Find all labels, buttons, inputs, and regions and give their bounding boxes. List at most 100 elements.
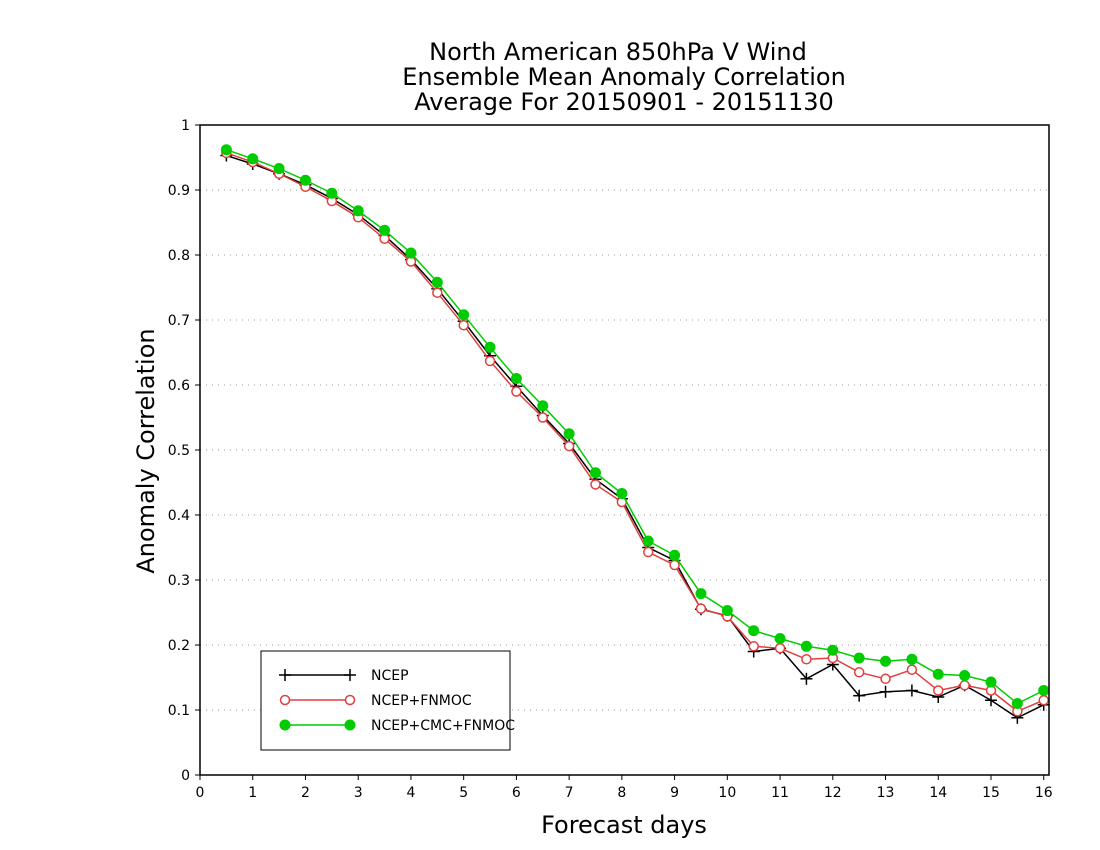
legend-marker-ncep-fnmoc — [279, 694, 291, 706]
data-point-ncep-cmc-fnmoc — [774, 633, 786, 644]
data-point-ncep-cmc-fnmoc — [326, 187, 338, 199]
grid-lines — [200, 189, 1049, 711]
series-ncep — [220, 149, 1050, 724]
legend-entry-ncep-fnmoc: NCEP+FNMOC — [279, 693, 472, 709]
x-tick-label: 10 — [718, 785, 736, 801]
data-point-ncep-fnmoc — [695, 603, 707, 614]
legend-label-ncep-fnmoc: NCEP+FNMOC — [371, 693, 472, 709]
data-point-ncep-fnmoc — [801, 654, 812, 665]
y-tick-label: 0.7 — [168, 313, 190, 329]
data-point-ncep-fnmoc — [484, 355, 496, 367]
data-point-ncep-cmc-fnmoc — [431, 276, 443, 288]
data-point-ncep-fnmoc — [432, 287, 443, 298]
legend-marker-ncep-fnmoc-start — [279, 694, 291, 706]
legend-entry-ncep: NCEP — [279, 668, 409, 684]
x-tick-label: 15 — [982, 785, 1000, 801]
data-point-ncep-cmc-fnmoc — [932, 668, 944, 680]
data-point-ncep-cmc-fnmoc — [748, 625, 760, 637]
data-point-ncep-cmc-fnmoc — [589, 467, 601, 479]
data-point-ncep-fnmoc — [933, 685, 944, 696]
data-point-ncep-fnmoc — [511, 386, 522, 397]
legend-marker-ncep-cmc-fnmoc — [344, 719, 356, 731]
data-point-ncep-cmc-fnmoc — [721, 605, 733, 617]
x-tick-label: 12 — [824, 785, 842, 801]
y-tick-label: 0.1 — [168, 703, 190, 719]
y-tick-label: 0.4 — [168, 508, 190, 524]
legend-marker-ncep — [279, 669, 291, 681]
x-tick-label: 5 — [459, 785, 468, 801]
x-tick-label: 8 — [617, 785, 626, 801]
data-point-ncep-cmc-fnmoc — [484, 341, 496, 353]
x-tick-label: 14 — [929, 785, 947, 801]
legend-marker-ncep-cmc-fnmoc — [279, 719, 291, 731]
data-point-ncep-cmc-fnmoc — [458, 309, 470, 321]
chart-title: North American 850hPa V Wind Ensemble Me… — [402, 38, 846, 116]
data-point-ncep-cmc-fnmoc — [959, 670, 971, 682]
legend-label-ncep: NCEP — [371, 668, 409, 684]
data-point-ncep-cmc-fnmoc — [1038, 685, 1050, 696]
x-tick-label: 2 — [301, 785, 310, 801]
series-line-ncep-fnmoc — [226, 152, 1045, 713]
data-point-ncep-cmc-fnmoc — [379, 224, 391, 236]
data-point-ncep-fnmoc — [1038, 695, 1049, 706]
series-line-ncep-cmc-fnmoc — [226, 148, 1045, 705]
data-point-ncep — [905, 684, 918, 697]
data-point-ncep-fnmoc — [458, 319, 469, 331]
data-point-ncep-fnmoc — [563, 440, 575, 452]
title-line-1: North American 850hPa V Wind — [429, 38, 807, 66]
x-tick-label: 13 — [877, 785, 895, 801]
data-point-ncep-fnmoc — [669, 559, 680, 571]
axis-ticks: 00.10.20.30.40.50.60.70.80.910 1 2 3 4 5 6 7 8 9 1… — [168, 118, 1053, 801]
data-point-ncep-cmc-fnmoc — [537, 400, 549, 412]
data-point-ncep-cmc-fnmoc — [299, 174, 311, 186]
data-point-ncep — [879, 685, 892, 698]
x-tick-label: 11 — [771, 785, 789, 801]
legend-marker-ncep-cmc-fnmoc-end — [344, 719, 356, 731]
legend-marker-ncep-fnmoc — [344, 694, 356, 706]
data-point-ncep-fnmoc — [906, 664, 918, 675]
data-point-ncep-cmc-fnmoc — [827, 644, 839, 656]
x-tick-label: 1 — [248, 785, 257, 801]
x-axis-title: Forecast days — [541, 811, 707, 839]
data-point-ncep-fnmoc — [774, 643, 786, 654]
x-tick-label: 6 — [512, 785, 521, 801]
series-group — [220, 144, 1050, 724]
data-point-ncep-cmc-fnmoc — [695, 588, 707, 600]
y-tick-label: 0 — [181, 768, 190, 784]
legend-label-ncep-cmc-fnmoc: NCEP+CMC+FNMOC — [371, 718, 515, 734]
title-line-2: Ensemble Mean Anomaly Correlation — [402, 63, 846, 91]
legend-marker-ncep-fnmoc-end — [344, 694, 356, 706]
data-point-ncep-fnmoc — [537, 412, 549, 423]
data-point-ncep-fnmoc — [642, 546, 654, 558]
data-point-ncep-cmc-fnmoc — [405, 247, 417, 259]
legend-marker-ncep-cmc-fnmoc-start — [279, 719, 291, 731]
x-tick-label: 4 — [406, 785, 415, 801]
x-tick-label: 3 — [354, 785, 363, 801]
legend-marker-ncep — [344, 669, 356, 681]
data-point-ncep-cmc-fnmoc — [853, 652, 865, 664]
plot-frame — [199, 124, 1050, 776]
y-tick-label: 0.2 — [168, 638, 190, 654]
data-point-ncep-cmc-fnmoc — [273, 163, 285, 175]
y-tick-label: 0.8 — [168, 248, 190, 264]
y-axis-title: Anomaly Correlation — [132, 328, 160, 573]
data-point-ncep-fnmoc — [748, 641, 759, 652]
legend-marker-ncep-end — [344, 669, 356, 681]
legend-marker-ncep-start — [279, 669, 291, 681]
data-point-ncep-cmc-fnmoc — [800, 640, 812, 652]
series-ncep-cmc-fnmoc — [220, 144, 1050, 709]
data-point-ncep-cmc-fnmoc — [247, 153, 259, 165]
x-tick-label: 16 — [1035, 785, 1053, 801]
data-point-ncep-cmc-fnmoc — [642, 535, 654, 547]
data-point-ncep-cmc-fnmoc — [985, 676, 997, 688]
data-point-ncep-fnmoc — [853, 667, 865, 678]
data-point-ncep-cmc-fnmoc — [352, 205, 364, 217]
y-tick-label: 0.3 — [168, 573, 190, 589]
legend-entry-ncep-cmc-fnmoc: NCEP+CMC+FNMOC — [279, 718, 515, 734]
y-tick-label: 1 — [181, 118, 190, 134]
legend: NCEP NCEP+FNMOC NCEP+CMC+FNMOC — [260, 650, 515, 751]
y-tick-label: 0.9 — [168, 183, 190, 199]
data-point-ncep-cmc-fnmoc — [510, 373, 522, 384]
data-point-ncep-cmc-fnmoc — [669, 549, 681, 561]
